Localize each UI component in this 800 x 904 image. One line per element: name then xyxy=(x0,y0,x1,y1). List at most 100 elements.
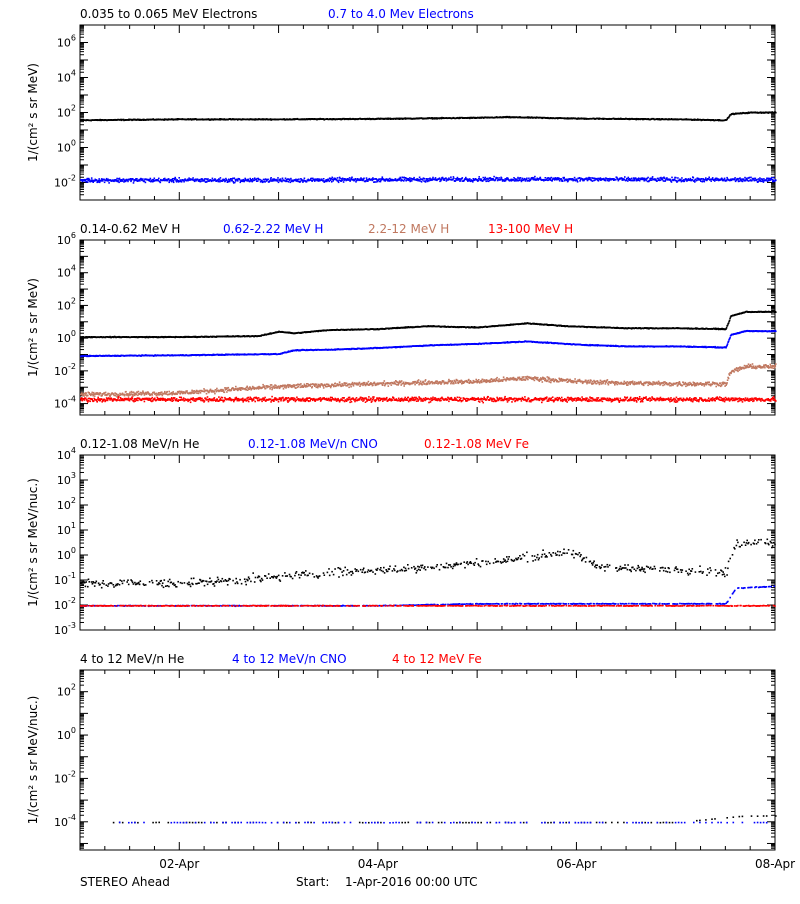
data-point-electrons-1 xyxy=(328,181,330,183)
data-point-electrons-1 xyxy=(656,180,658,182)
data-point-electrons-1 xyxy=(479,178,481,180)
data-point-electrons-1 xyxy=(337,177,339,179)
data-point-electrons-1 xyxy=(363,178,365,180)
data-point-electrons-1 xyxy=(269,180,271,182)
data-point-electrons-1 xyxy=(249,181,251,183)
data-point-electrons-1 xyxy=(317,178,319,180)
series-electrons-1 xyxy=(80,176,777,184)
data-point-electrons-1 xyxy=(540,177,542,179)
data-point-electrons-1 xyxy=(108,182,110,184)
data-point-electrons-1 xyxy=(469,178,471,180)
data-point-electrons-1 xyxy=(419,180,421,182)
data-point-electrons-1 xyxy=(106,178,108,180)
data-point-electrons-1 xyxy=(624,176,626,178)
data-point-electrons-1 xyxy=(168,178,170,180)
data-point-electrons-1 xyxy=(705,177,707,179)
data-point-electrons-1 xyxy=(281,181,283,183)
data-point-electrons-1 xyxy=(188,177,190,179)
y-tick-label-electrons-4: 106 xyxy=(57,34,76,50)
data-point-electrons-1 xyxy=(645,180,647,182)
data-point-electrons-1 xyxy=(528,178,530,180)
data-point-electrons-1 xyxy=(605,180,607,182)
data-point-protons-0 xyxy=(775,311,777,313)
data-point-electrons-1 xyxy=(566,179,568,181)
data-point-electrons-1 xyxy=(232,178,234,180)
data-point-electrons-1 xyxy=(259,179,261,181)
data-point-electrons-1 xyxy=(756,179,758,181)
data-point-electrons-1 xyxy=(139,180,141,182)
data-point-electrons-1 xyxy=(748,180,750,182)
data-point-electrons-1 xyxy=(680,179,682,181)
data-point-electrons-1 xyxy=(172,178,174,180)
data-point-electrons-1 xyxy=(693,177,695,179)
data-point-electrons-1 xyxy=(262,181,264,183)
data-point-electrons-1 xyxy=(700,180,702,182)
plot-frame-electrons xyxy=(80,25,775,200)
data-point-electrons-1 xyxy=(453,178,455,180)
data-point-electrons-1 xyxy=(91,177,93,179)
data-point-electrons-1 xyxy=(132,179,134,181)
data-point-electrons-1 xyxy=(254,177,256,179)
data-point-electrons-1 xyxy=(739,180,741,182)
data-point-electrons-1 xyxy=(562,180,564,182)
legend-electrons-1: 0.7 to 4.0 Mev Electrons xyxy=(328,7,474,21)
data-point-electrons-1 xyxy=(341,180,343,182)
data-point-electrons-1 xyxy=(285,178,287,180)
data-point-electrons-1 xyxy=(684,180,686,182)
data-point-electrons-1 xyxy=(297,179,299,181)
data-point-electrons-1 xyxy=(168,182,170,184)
data-point-electrons-1 xyxy=(330,180,332,182)
data-point-electrons-1 xyxy=(286,180,288,182)
data-point-electrons-1 xyxy=(220,177,222,179)
data-point-electrons-1 xyxy=(559,180,561,182)
data-point-electrons-1 xyxy=(382,176,384,178)
data-point-electrons-1 xyxy=(560,178,562,180)
y-tick-label-electrons-0: 10-2 xyxy=(54,174,76,190)
data-point-electrons-1 xyxy=(666,177,668,179)
data-point-electrons-1 xyxy=(86,181,88,183)
data-point-electrons-1 xyxy=(478,176,480,178)
data-point-electrons-1 xyxy=(472,181,474,183)
data-point-electrons-1 xyxy=(355,178,357,180)
data-point-electrons-1 xyxy=(276,179,278,181)
data-point-electrons-1 xyxy=(762,180,764,182)
data-point-electrons-1 xyxy=(771,177,773,179)
data-point-electrons-1 xyxy=(311,178,313,180)
data-point-electrons-1 xyxy=(749,177,751,179)
data-point-electrons-1 xyxy=(498,177,500,179)
data-point-electrons-1 xyxy=(355,181,357,183)
data-point-electrons-1 xyxy=(87,181,89,183)
data-point-electrons-1 xyxy=(409,181,411,183)
data-point-electrons-1 xyxy=(574,177,576,179)
legend-protons-3: 13-100 MeV H xyxy=(488,222,573,236)
y-tick-label-electrons-2: 102 xyxy=(57,104,76,120)
data-point-electrons-1 xyxy=(136,178,138,180)
data-point-electrons-1 xyxy=(290,178,292,180)
data-point-electrons-1 xyxy=(366,177,368,179)
data-point-electrons-1 xyxy=(692,179,694,181)
data-point-electrons-1 xyxy=(178,177,180,179)
data-point-electrons-1 xyxy=(759,177,761,179)
data-point-electrons-1 xyxy=(762,178,764,180)
y-axis-label-protons: 1/(cm² s sr MeV) xyxy=(26,278,40,377)
data-point-electrons-1 xyxy=(206,181,208,183)
data-point-electrons-1 xyxy=(234,177,236,179)
data-point-protons-0 xyxy=(728,322,730,324)
data-point-electrons-1 xyxy=(331,177,333,179)
data-point-electrons-1 xyxy=(87,178,89,180)
data-point-electrons-1 xyxy=(482,177,484,179)
data-point-electrons-1 xyxy=(172,180,174,182)
data-point-electrons-1 xyxy=(142,178,144,180)
data-point-electrons-1 xyxy=(375,181,377,183)
data-point-electrons-1 xyxy=(174,177,176,179)
data-point-electrons-1 xyxy=(435,177,437,179)
data-point-electrons-1 xyxy=(379,178,381,180)
data-point-electrons-1 xyxy=(116,178,118,180)
data-point-electrons-1 xyxy=(107,179,109,181)
data-point-electrons-1 xyxy=(300,181,302,183)
data-point-electrons-1 xyxy=(775,180,777,182)
data-point-electrons-1 xyxy=(150,178,152,180)
data-point-electrons-1 xyxy=(489,180,491,182)
